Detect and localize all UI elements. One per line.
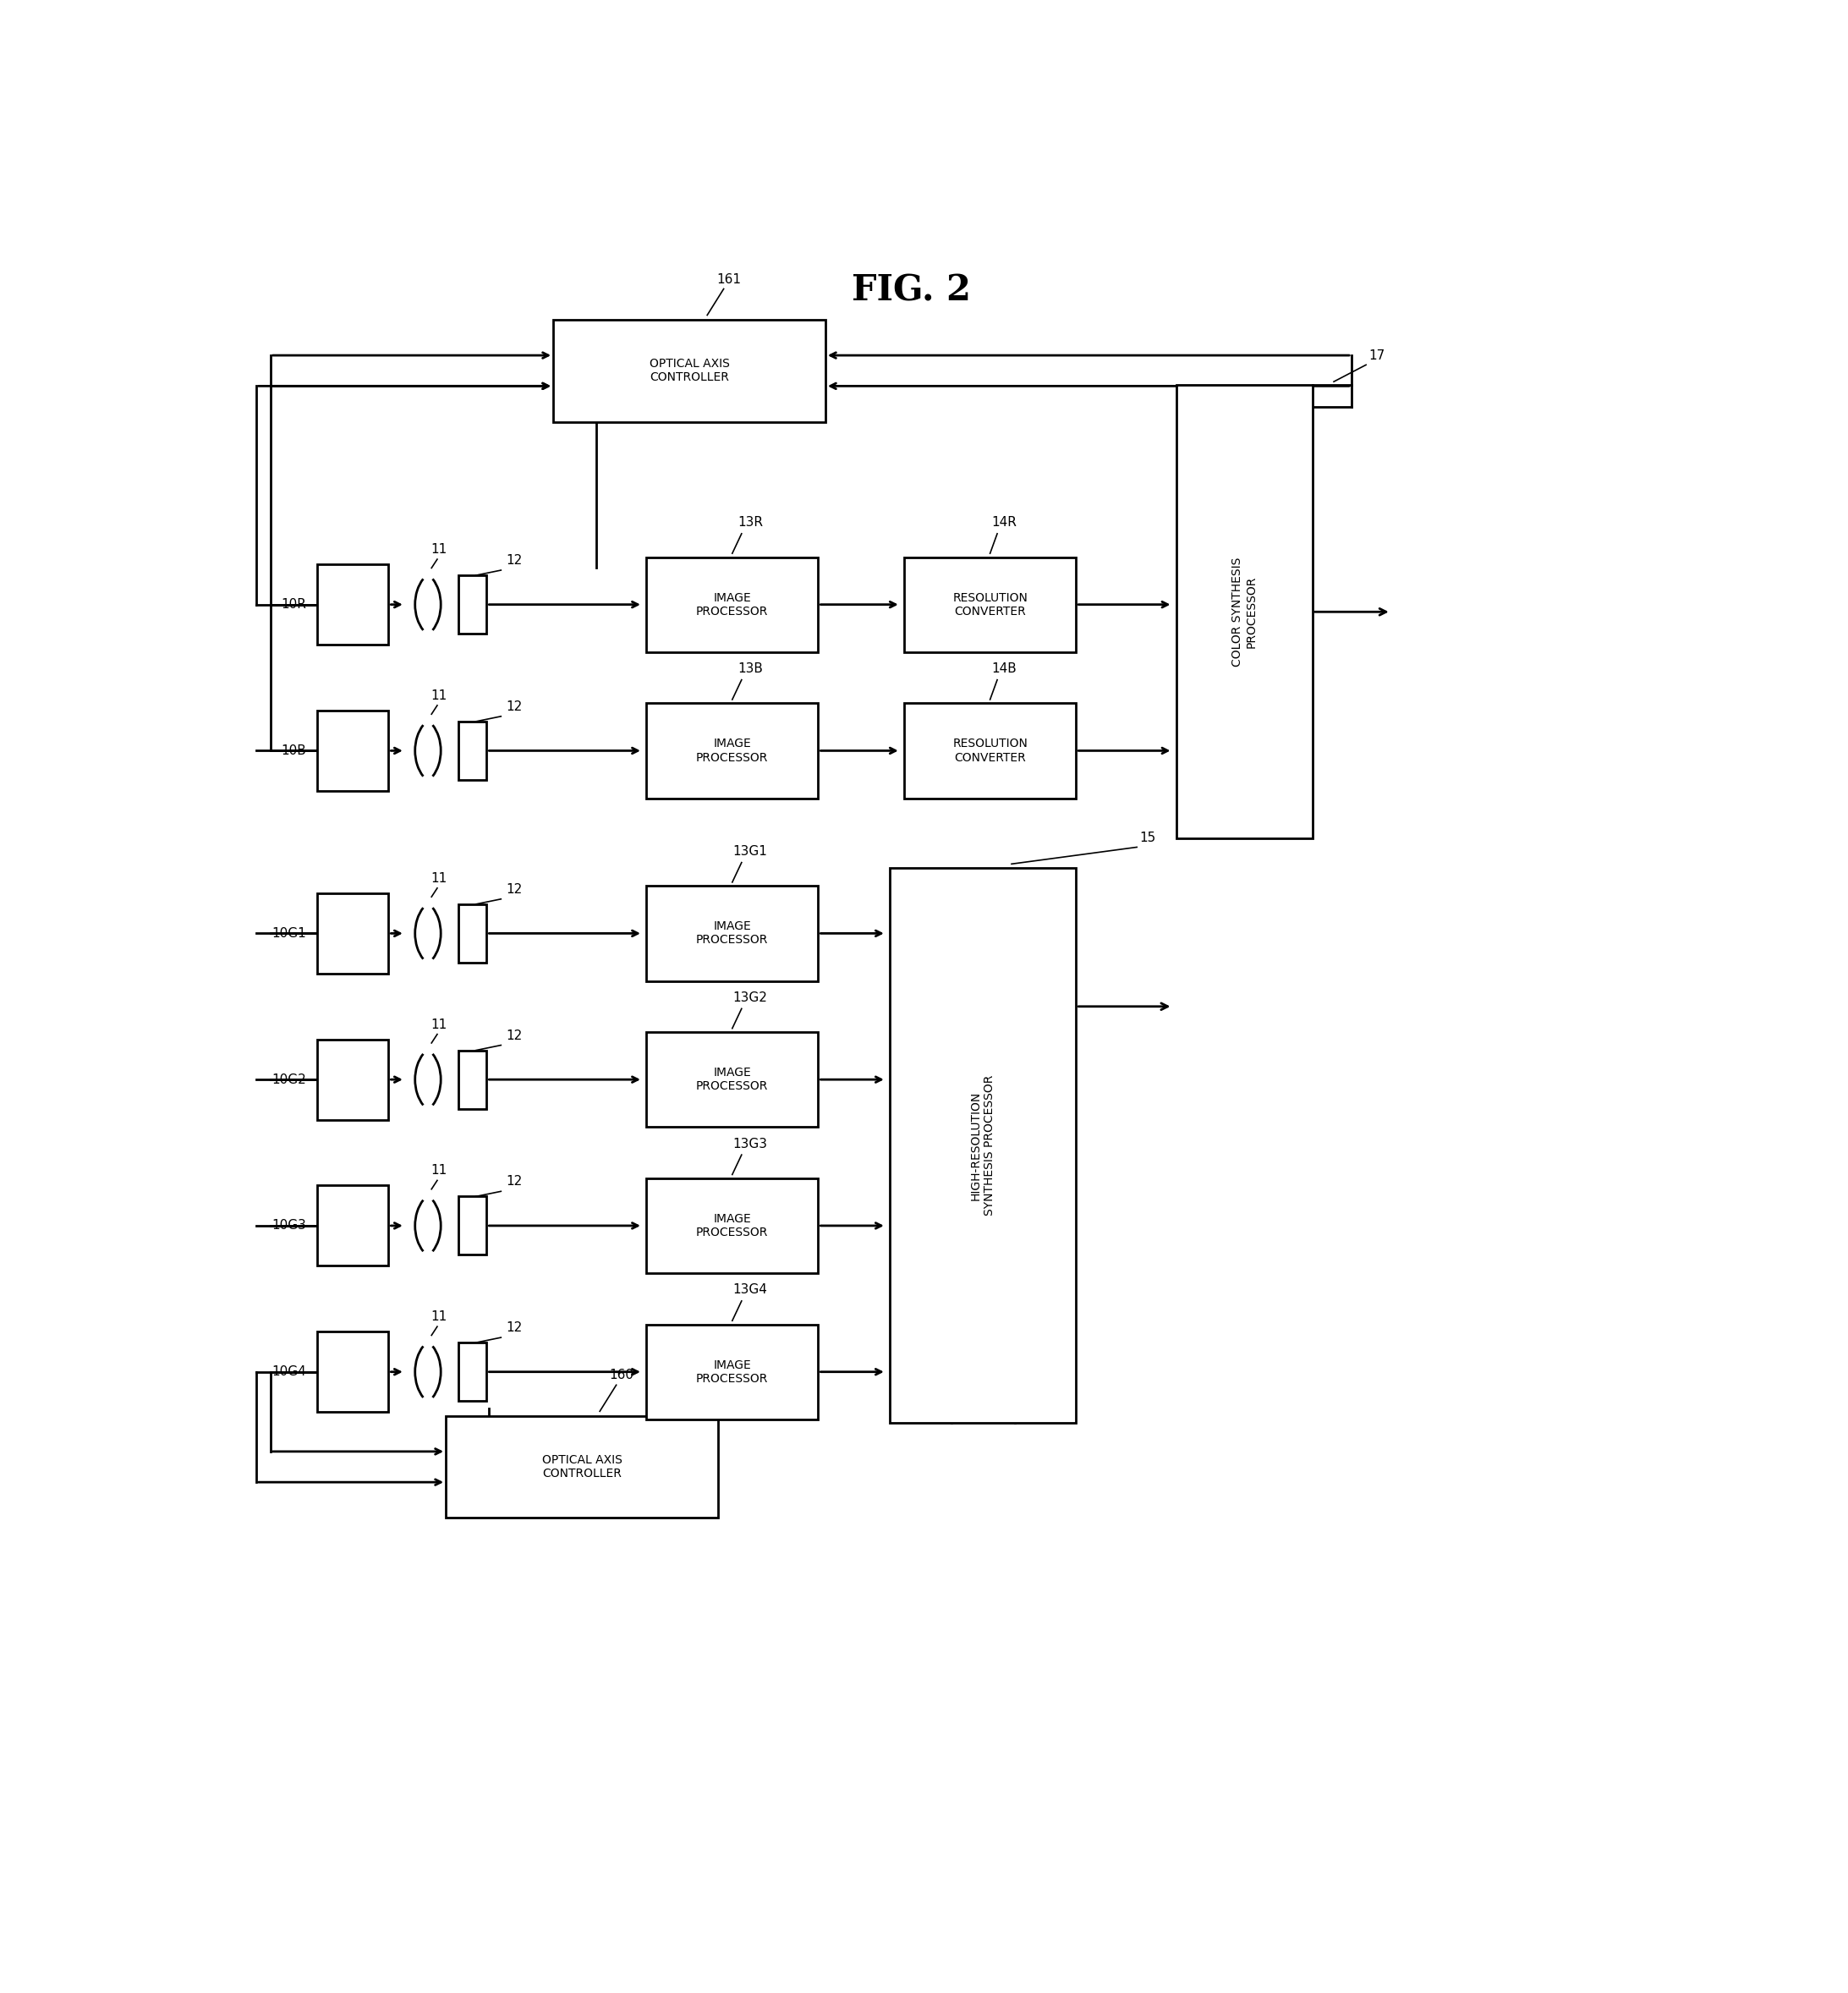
Text: IMAGE
PROCESSOR: IMAGE PROCESSOR (697, 921, 769, 947)
Bar (458, 1050, 486, 1108)
Text: 13G1: 13G1 (734, 845, 767, 857)
Bar (647, 704, 819, 797)
Text: FIG. 2: FIG. 2 (852, 273, 970, 309)
Bar (458, 721, 486, 779)
Bar (647, 1323, 819, 1419)
Text: 12: 12 (506, 1028, 521, 1042)
Bar (647, 556, 819, 652)
Text: 13G4: 13G4 (734, 1283, 767, 1295)
Text: 11: 11 (431, 873, 447, 885)
Text: 12: 12 (506, 554, 521, 566)
Text: 10R: 10R (281, 598, 307, 612)
Text: 11: 11 (431, 544, 447, 556)
Text: 11: 11 (431, 1311, 447, 1323)
Text: 11: 11 (431, 690, 447, 702)
Bar (904, 704, 1076, 797)
Text: 12: 12 (506, 1176, 521, 1188)
Bar (318, 1186, 388, 1266)
Text: 13G3: 13G3 (734, 1138, 767, 1150)
Text: OPTICAL AXIS
CONTROLLER: OPTICAL AXIS CONTROLLER (541, 1455, 623, 1479)
Text: HIGH-RESOLUTION
SYNTHESIS PROCESSOR: HIGH-RESOLUTION SYNTHESIS PROCESSOR (970, 1074, 996, 1216)
Bar (647, 885, 819, 981)
Bar (891, 867, 1076, 1423)
Text: 17: 17 (1369, 349, 1384, 363)
Text: COLOR SYNTHESIS
PROCESSOR: COLOR SYNTHESIS PROCESSOR (1231, 558, 1257, 666)
Text: 161: 161 (717, 273, 741, 285)
Bar (904, 556, 1076, 652)
Text: IMAGE
PROCESSOR: IMAGE PROCESSOR (697, 592, 769, 618)
Bar (647, 1178, 819, 1274)
Bar (318, 1040, 388, 1120)
Text: 11: 11 (431, 1164, 447, 1178)
Text: 14R: 14R (992, 516, 1016, 528)
Bar (647, 1032, 819, 1126)
Text: 12: 12 (506, 883, 521, 895)
Text: IMAGE
PROCESSOR: IMAGE PROCESSOR (697, 737, 769, 763)
Bar (458, 576, 486, 634)
Bar (458, 1196, 486, 1256)
Text: 11: 11 (431, 1018, 447, 1030)
Text: IMAGE
PROCESSOR: IMAGE PROCESSOR (697, 1359, 769, 1385)
Text: 10G4: 10G4 (272, 1365, 307, 1379)
Text: 160: 160 (610, 1369, 634, 1381)
Text: 10G1: 10G1 (272, 927, 307, 941)
Bar (458, 905, 486, 963)
Bar (318, 1331, 388, 1411)
Bar (1177, 385, 1312, 839)
Text: IMAGE
PROCESSOR: IMAGE PROCESSOR (697, 1066, 769, 1092)
Text: 13B: 13B (737, 662, 763, 676)
Bar (318, 712, 388, 791)
Text: 12: 12 (506, 700, 521, 713)
Bar (553, 319, 826, 423)
Text: IMAGE
PROCESSOR: IMAGE PROCESSOR (697, 1214, 769, 1238)
Text: 12: 12 (506, 1321, 521, 1333)
Bar (445, 1415, 717, 1519)
Bar (458, 1343, 486, 1401)
Text: 13R: 13R (737, 516, 763, 528)
Text: 10B: 10B (281, 743, 307, 757)
Text: 14B: 14B (992, 662, 1016, 676)
Text: RESOLUTION
CONVERTER: RESOLUTION CONVERTER (952, 737, 1027, 763)
Text: 10G3: 10G3 (272, 1220, 307, 1232)
Text: 13G2: 13G2 (734, 991, 767, 1004)
Bar (318, 564, 388, 644)
Text: 10G2: 10G2 (272, 1072, 307, 1086)
Bar (318, 893, 388, 973)
Text: OPTICAL AXIS
CONTROLLER: OPTICAL AXIS CONTROLLER (649, 359, 730, 383)
Text: 15: 15 (1140, 831, 1155, 845)
Text: RESOLUTION
CONVERTER: RESOLUTION CONVERTER (952, 592, 1027, 618)
